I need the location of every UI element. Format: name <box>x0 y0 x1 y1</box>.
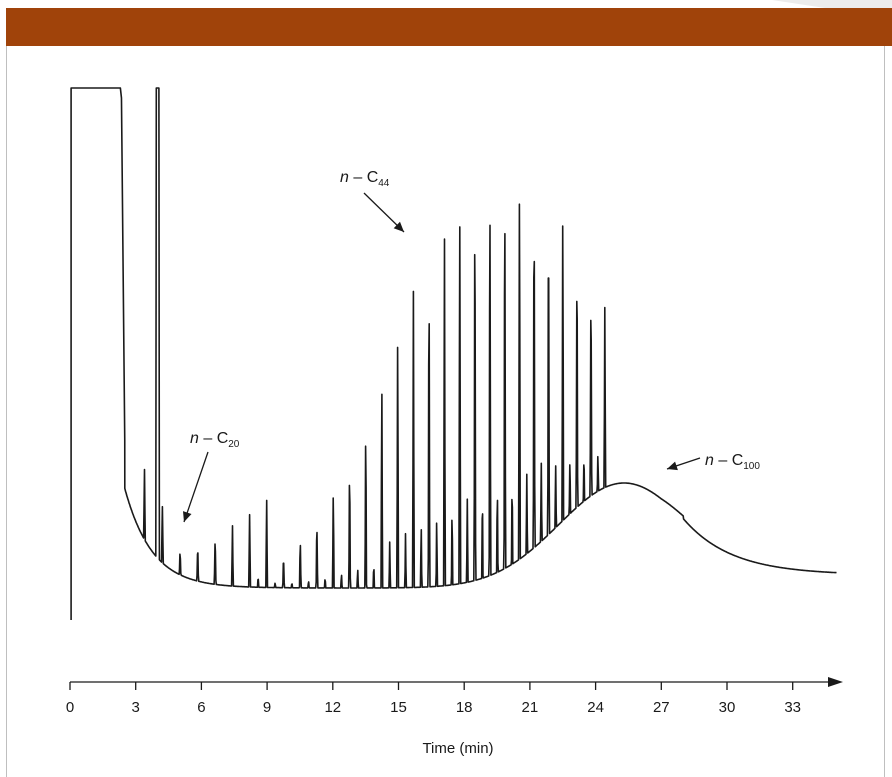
annotation-arrow-head <box>393 221 404 232</box>
x-axis-arrow <box>828 677 843 687</box>
x-tick-label: 15 <box>390 699 407 716</box>
x-tick-label: 3 <box>132 699 140 716</box>
annotation-arrow-head <box>182 511 192 522</box>
x-tick-label: 24 <box>587 699 604 716</box>
plot-area <box>70 87 837 620</box>
x-tick-label: 6 <box>197 699 205 716</box>
annotation-arrow-line <box>183 451 209 523</box>
annotation-label: n – C44 <box>340 169 390 189</box>
annotation-arrow-head <box>667 461 678 471</box>
annotation-label: n – C20 <box>190 430 240 450</box>
chromatogram-trace <box>70 87 837 620</box>
x-tick-label: 21 <box>522 699 539 716</box>
annotation-label: n – C100 <box>705 452 760 472</box>
x-tick-label: 33 <box>784 699 801 716</box>
header-bar <box>6 8 892 46</box>
x-tick-label: 27 <box>653 699 670 716</box>
x-tick-label: 18 <box>456 699 473 716</box>
annotation-n-c100: n – C100 <box>666 452 760 472</box>
x-tick-label: 30 <box>719 699 736 716</box>
x-axis: 0 3 6 9 12 15 18 21 24 27 30 33 <box>66 677 843 716</box>
x-tick-label: 9 <box>263 699 271 716</box>
x-axis-title: Time (min) <box>422 740 493 757</box>
annotations: n – C20 n – C44 n – C100 <box>182 169 760 523</box>
annotation-n-c44: n – C44 <box>340 169 405 233</box>
x-tick-label: 12 <box>324 699 341 716</box>
x-tick-label: 0 <box>66 699 74 716</box>
figure-frame <box>6 46 885 777</box>
annotation-n-c20: n – C20 <box>182 430 240 523</box>
